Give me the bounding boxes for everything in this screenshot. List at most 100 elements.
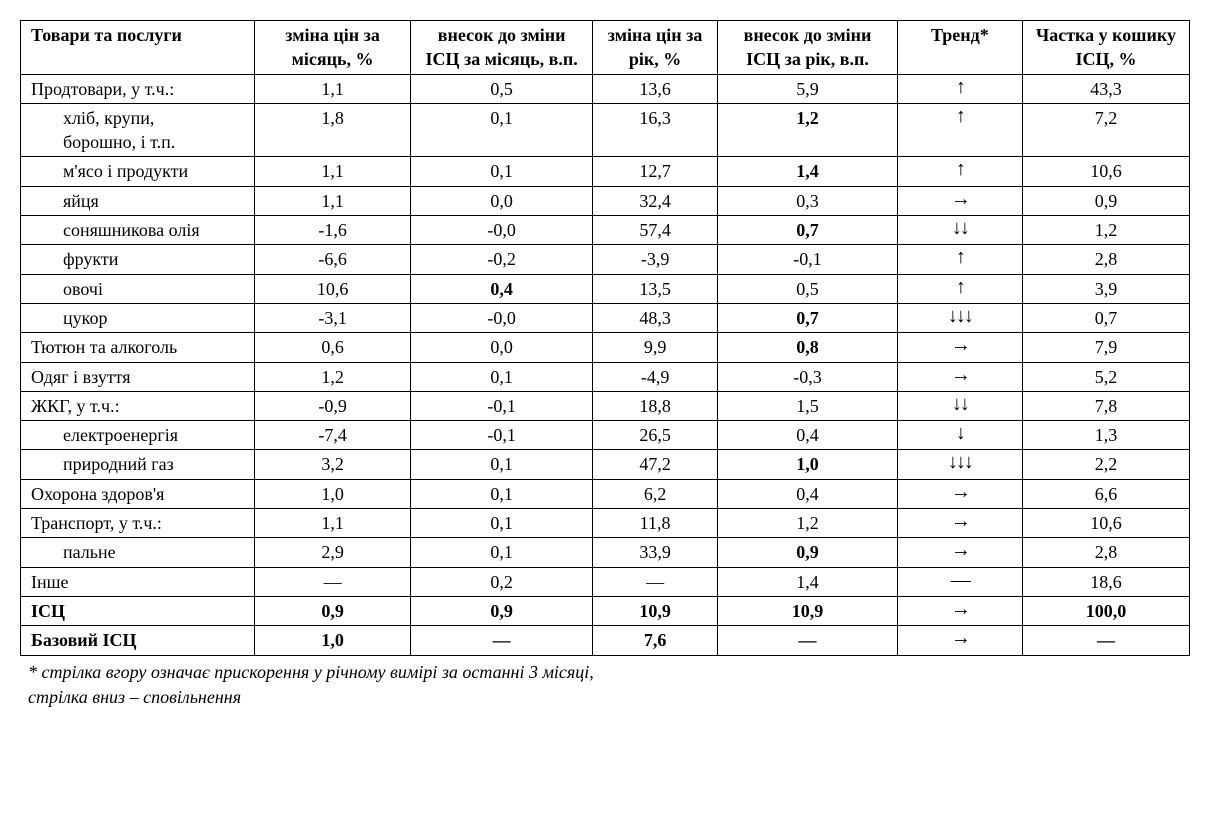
cell-year-change: 48,3: [592, 303, 717, 332]
cell-trend: →: [897, 479, 1022, 508]
cell-year-change: 9,9: [592, 333, 717, 362]
cell-trend: ↓↓: [897, 216, 1022, 245]
cell-monthly-contrib: -0,1: [411, 391, 593, 420]
table-row: природний газ3,20,147,21,0↓↓↓2,2: [21, 450, 1190, 479]
cell-year-contrib: 5,9: [718, 74, 898, 103]
cell-monthly-change: 1,1: [254, 157, 411, 186]
cell-monthly-change: -3,1: [254, 303, 411, 332]
cell-monthly-change: 10,6: [254, 274, 411, 303]
cell-monthly-contrib: 0,1: [411, 362, 593, 391]
cell-year-change: —: [592, 567, 717, 596]
cell-monthly-contrib: 0,1: [411, 103, 593, 157]
cell-monthly-contrib: 0,2: [411, 567, 593, 596]
cell-monthly-change: 3,2: [254, 450, 411, 479]
cell-basket-share: 7,9: [1022, 333, 1189, 362]
cell-year-contrib: 0,3: [718, 186, 898, 215]
cell-trend: ↓↓↓: [897, 450, 1022, 479]
table-row: м'ясо і продукти1,10,112,71,4↑10,6: [21, 157, 1190, 186]
table-row: яйця1,10,032,40,3→0,9: [21, 186, 1190, 215]
col-header-trend: Тренд*: [897, 21, 1022, 75]
table-row: Тютюн та алкоголь0,60,09,90,8→7,9: [21, 333, 1190, 362]
table-row: соняшникова олія-1,6-0,057,40,7↓↓1,2: [21, 216, 1190, 245]
cell-monthly-change: 1,8: [254, 103, 411, 157]
row-label: пальне: [21, 538, 255, 567]
cell-basket-share: 0,7: [1022, 303, 1189, 332]
cell-year-contrib: 0,9: [718, 538, 898, 567]
table-body: Продтовари, у т.ч.:1,10,513,65,9↑43,3хлі…: [21, 74, 1190, 655]
cell-trend: →: [897, 333, 1022, 362]
cell-monthly-contrib: 0,4: [411, 274, 593, 303]
cell-monthly-change: 1,0: [254, 479, 411, 508]
row-label: ЖКГ, у т.ч.:: [21, 391, 255, 420]
cell-basket-share: 2,2: [1022, 450, 1189, 479]
table-row: Одяг і взуття1,20,1-4,9-0,3→5,2: [21, 362, 1190, 391]
row-label: м'ясо і продукти: [21, 157, 255, 186]
cell-trend: ↑: [897, 157, 1022, 186]
row-label: хліб, крупи, борошно, і т.п.: [21, 103, 255, 157]
cell-monthly-change: 1,1: [254, 74, 411, 103]
cell-year-contrib: 10,9: [718, 596, 898, 625]
cell-monthly-contrib: -0,0: [411, 216, 593, 245]
cell-trend: →: [897, 186, 1022, 215]
cell-trend: ↑: [897, 103, 1022, 157]
table-row: Інше—0,2—1,4—18,6: [21, 567, 1190, 596]
cell-year-change: 32,4: [592, 186, 717, 215]
cell-year-contrib: —: [718, 626, 898, 655]
col-header-year-change: зміна цін за рік, %: [592, 21, 717, 75]
row-label: цукор: [21, 303, 255, 332]
cell-basket-share: 2,8: [1022, 245, 1189, 274]
row-label: Охорона здоров'я: [21, 479, 255, 508]
cell-year-contrib: 1,2: [718, 509, 898, 538]
cell-year-contrib: -0,3: [718, 362, 898, 391]
cell-year-contrib: 1,4: [718, 567, 898, 596]
cell-monthly-change: —: [254, 567, 411, 596]
col-header-goods-services: Товари та послуги: [21, 21, 255, 75]
col-header-monthly-change: зміна цін за місяць, %: [254, 21, 411, 75]
row-label: Одяг і взуття: [21, 362, 255, 391]
cell-year-change: 33,9: [592, 538, 717, 567]
table-row: ЖКГ, у т.ч.:-0,9-0,118,81,5↓↓7,8: [21, 391, 1190, 420]
cell-year-contrib: 1,4: [718, 157, 898, 186]
table-row: хліб, крупи, борошно, і т.п.1,80,116,31,…: [21, 103, 1190, 157]
col-header-monthly-contrib: внесок до зміни ІСЦ за місяць, в.п.: [411, 21, 593, 75]
row-label: природний газ: [21, 450, 255, 479]
row-label: яйця: [21, 186, 255, 215]
cell-monthly-change: -0,9: [254, 391, 411, 420]
cell-monthly-change: 1,0: [254, 626, 411, 655]
row-label: соняшникова олія: [21, 216, 255, 245]
table-row: фрукти-6,6-0,2-3,9-0,1↑2,8: [21, 245, 1190, 274]
cell-trend: →: [897, 362, 1022, 391]
row-label: Базовий ІСЦ: [21, 626, 255, 655]
cell-monthly-change: -7,4: [254, 421, 411, 450]
table-row: Продтовари, у т.ч.:1,10,513,65,9↑43,3: [21, 74, 1190, 103]
cpi-components-table: Товари та послуги зміна цін за місяць, %…: [20, 20, 1190, 656]
cell-basket-share: 7,2: [1022, 103, 1189, 157]
table-row: електроенергія-7,4-0,126,50,4↓1,3: [21, 421, 1190, 450]
table-row: пальне2,90,133,90,9→2,8: [21, 538, 1190, 567]
row-label: фрукти: [21, 245, 255, 274]
cell-monthly-change: -1,6: [254, 216, 411, 245]
table-row: Базовий ІСЦ1,0—7,6—→—: [21, 626, 1190, 655]
cell-year-change: 10,9: [592, 596, 717, 625]
cell-year-contrib: 1,2: [718, 103, 898, 157]
table-row: ІСЦ0,90,910,910,9→100,0: [21, 596, 1190, 625]
row-label: Інше: [21, 567, 255, 596]
cell-monthly-change: 0,9: [254, 596, 411, 625]
cell-monthly-change: 0,6: [254, 333, 411, 362]
cell-year-change: 26,5: [592, 421, 717, 450]
cell-trend: ↑: [897, 74, 1022, 103]
cpi-components-table-wrap: Товари та послуги зміна цін за місяць, %…: [20, 20, 1190, 710]
cell-year-contrib: 0,8: [718, 333, 898, 362]
cell-basket-share: 5,2: [1022, 362, 1189, 391]
row-label: Транспорт, у т.ч.:: [21, 509, 255, 538]
cell-trend: →: [897, 509, 1022, 538]
cell-monthly-change: 1,2: [254, 362, 411, 391]
cell-monthly-contrib: 0,1: [411, 538, 593, 567]
cell-basket-share: 10,6: [1022, 509, 1189, 538]
cell-trend: →: [897, 596, 1022, 625]
cell-monthly-contrib: 0,1: [411, 509, 593, 538]
cell-monthly-contrib: 0,1: [411, 157, 593, 186]
cell-year-change: 12,7: [592, 157, 717, 186]
table-row: овочі10,60,413,50,5↑3,9: [21, 274, 1190, 303]
cell-basket-share: 1,2: [1022, 216, 1189, 245]
